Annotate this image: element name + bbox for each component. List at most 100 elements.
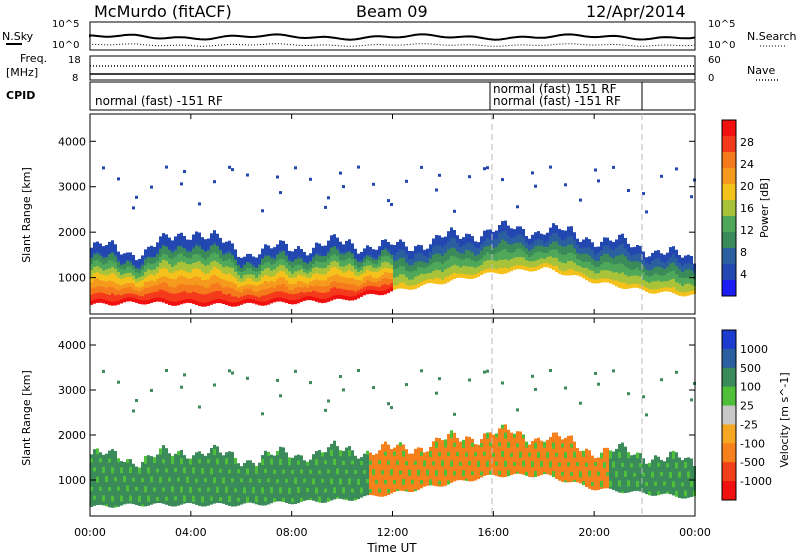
heatmap-cell xyxy=(675,249,678,254)
heatmap-cell xyxy=(636,245,639,249)
heatmap-cell xyxy=(147,273,150,278)
heatmap-cell xyxy=(330,296,333,301)
heatmap-cell xyxy=(624,276,627,281)
heatmap-cell xyxy=(354,287,357,292)
heatmap-cell xyxy=(447,245,450,250)
heatmap-cell xyxy=(453,242,456,247)
heatmap-cell xyxy=(342,266,345,271)
heatmap-cell xyxy=(342,289,345,294)
heatmap-cell xyxy=(216,260,219,265)
heatmap-cell xyxy=(459,249,462,254)
heatmap-cell xyxy=(228,273,231,278)
heatmap-cell xyxy=(630,247,633,252)
heatmap-cell xyxy=(639,284,642,289)
heatmap-cell xyxy=(672,287,675,292)
heatmap-cell xyxy=(147,265,150,270)
heatmap-cell xyxy=(549,227,552,232)
heatmap-cell xyxy=(135,195,138,199)
heatmap-cell xyxy=(111,246,114,251)
heatmap-cell xyxy=(513,245,516,250)
heatmap-cell xyxy=(177,274,180,279)
heatmap-cell xyxy=(153,261,156,266)
heatmap-cell xyxy=(327,295,330,300)
heatmap-cell xyxy=(306,275,309,280)
heatmap-cell xyxy=(477,264,480,269)
heatmap-cell xyxy=(279,271,282,275)
heatmap-cell xyxy=(288,250,291,255)
heatmap-cell xyxy=(642,284,645,289)
heatmap-cell xyxy=(399,255,402,260)
heatmap-cell xyxy=(330,251,333,256)
heatmap-cell xyxy=(687,254,690,259)
heatmap-cell xyxy=(318,261,321,266)
heatmap-cell xyxy=(612,274,615,279)
heatmap-cell xyxy=(138,269,141,274)
heatmap-cell xyxy=(465,274,468,279)
heatmap-cell xyxy=(486,231,489,236)
heatmap-cell xyxy=(219,260,222,265)
heatmap-cell xyxy=(534,267,537,271)
heatmap-cell xyxy=(351,288,354,293)
heatmap-cell xyxy=(687,289,690,294)
nave-label: Nave xyxy=(747,64,775,77)
heatmap-cell xyxy=(372,249,375,254)
heatmap-cell xyxy=(210,282,213,287)
heatmap-cell xyxy=(600,268,603,273)
heatmap-cell xyxy=(540,252,543,257)
heatmap-cell xyxy=(144,290,147,295)
heatmap-cell xyxy=(672,279,675,283)
heatmap-cell xyxy=(639,278,642,283)
heatmap-cell xyxy=(441,245,444,250)
heatmap-cell xyxy=(399,274,402,279)
heatmap-cell xyxy=(387,199,390,203)
heatmap-cell xyxy=(687,263,690,267)
heatmap-cell xyxy=(630,282,633,287)
heatmap-cell xyxy=(399,262,402,266)
heatmap-cell xyxy=(195,254,198,258)
heatmap-cell xyxy=(537,245,540,250)
heatmap-cell xyxy=(690,260,693,265)
heatmap-cell xyxy=(423,258,426,262)
heatmap-cell xyxy=(489,266,492,271)
heatmap-cell xyxy=(546,251,549,256)
heatmap-cell xyxy=(141,290,144,295)
heatmap-cell xyxy=(156,283,159,288)
heatmap-cell xyxy=(393,285,396,290)
heatmap-cell xyxy=(132,283,135,288)
heatmap-cell xyxy=(666,277,669,282)
heatmap-cell xyxy=(273,290,276,295)
heatmap-cell xyxy=(510,248,513,253)
heatmap-cell xyxy=(480,236,483,241)
heatmap-cell xyxy=(102,456,105,461)
heatmap-cell xyxy=(591,242,594,247)
heatmap-cell xyxy=(531,265,534,270)
heatmap-cell xyxy=(129,272,132,277)
heatmap-cell xyxy=(453,268,456,273)
heatmap-cell xyxy=(225,262,228,267)
heatmap-cell xyxy=(159,256,162,261)
heatmap-cell xyxy=(612,256,615,261)
heatmap-cell xyxy=(570,230,573,235)
heatmap-cell xyxy=(156,242,159,247)
heatmap-cell xyxy=(426,254,429,259)
heatmap-cell xyxy=(396,241,399,246)
heatmap-cell xyxy=(570,263,573,267)
heatmap-cell xyxy=(447,241,450,246)
heatmap-cell xyxy=(672,270,675,275)
heatmap-cell xyxy=(570,226,573,231)
heatmap-cell xyxy=(99,294,102,299)
heatmap-cell xyxy=(588,261,591,266)
heatmap-cell xyxy=(291,284,294,289)
heatmap-cell xyxy=(678,269,681,274)
heatmap-cell xyxy=(660,277,663,282)
heatmap-cell xyxy=(267,265,270,270)
heatmap-cell xyxy=(384,247,387,252)
heatmap-cell xyxy=(213,291,216,296)
heatmap-cell xyxy=(225,252,228,256)
heatmap-cell xyxy=(612,252,615,257)
heatmap-cell xyxy=(339,290,342,295)
heatmap-cell xyxy=(621,233,624,238)
heatmap-cell xyxy=(489,239,492,244)
heatmap-cell xyxy=(633,263,636,268)
heatmap-cell xyxy=(204,239,207,244)
